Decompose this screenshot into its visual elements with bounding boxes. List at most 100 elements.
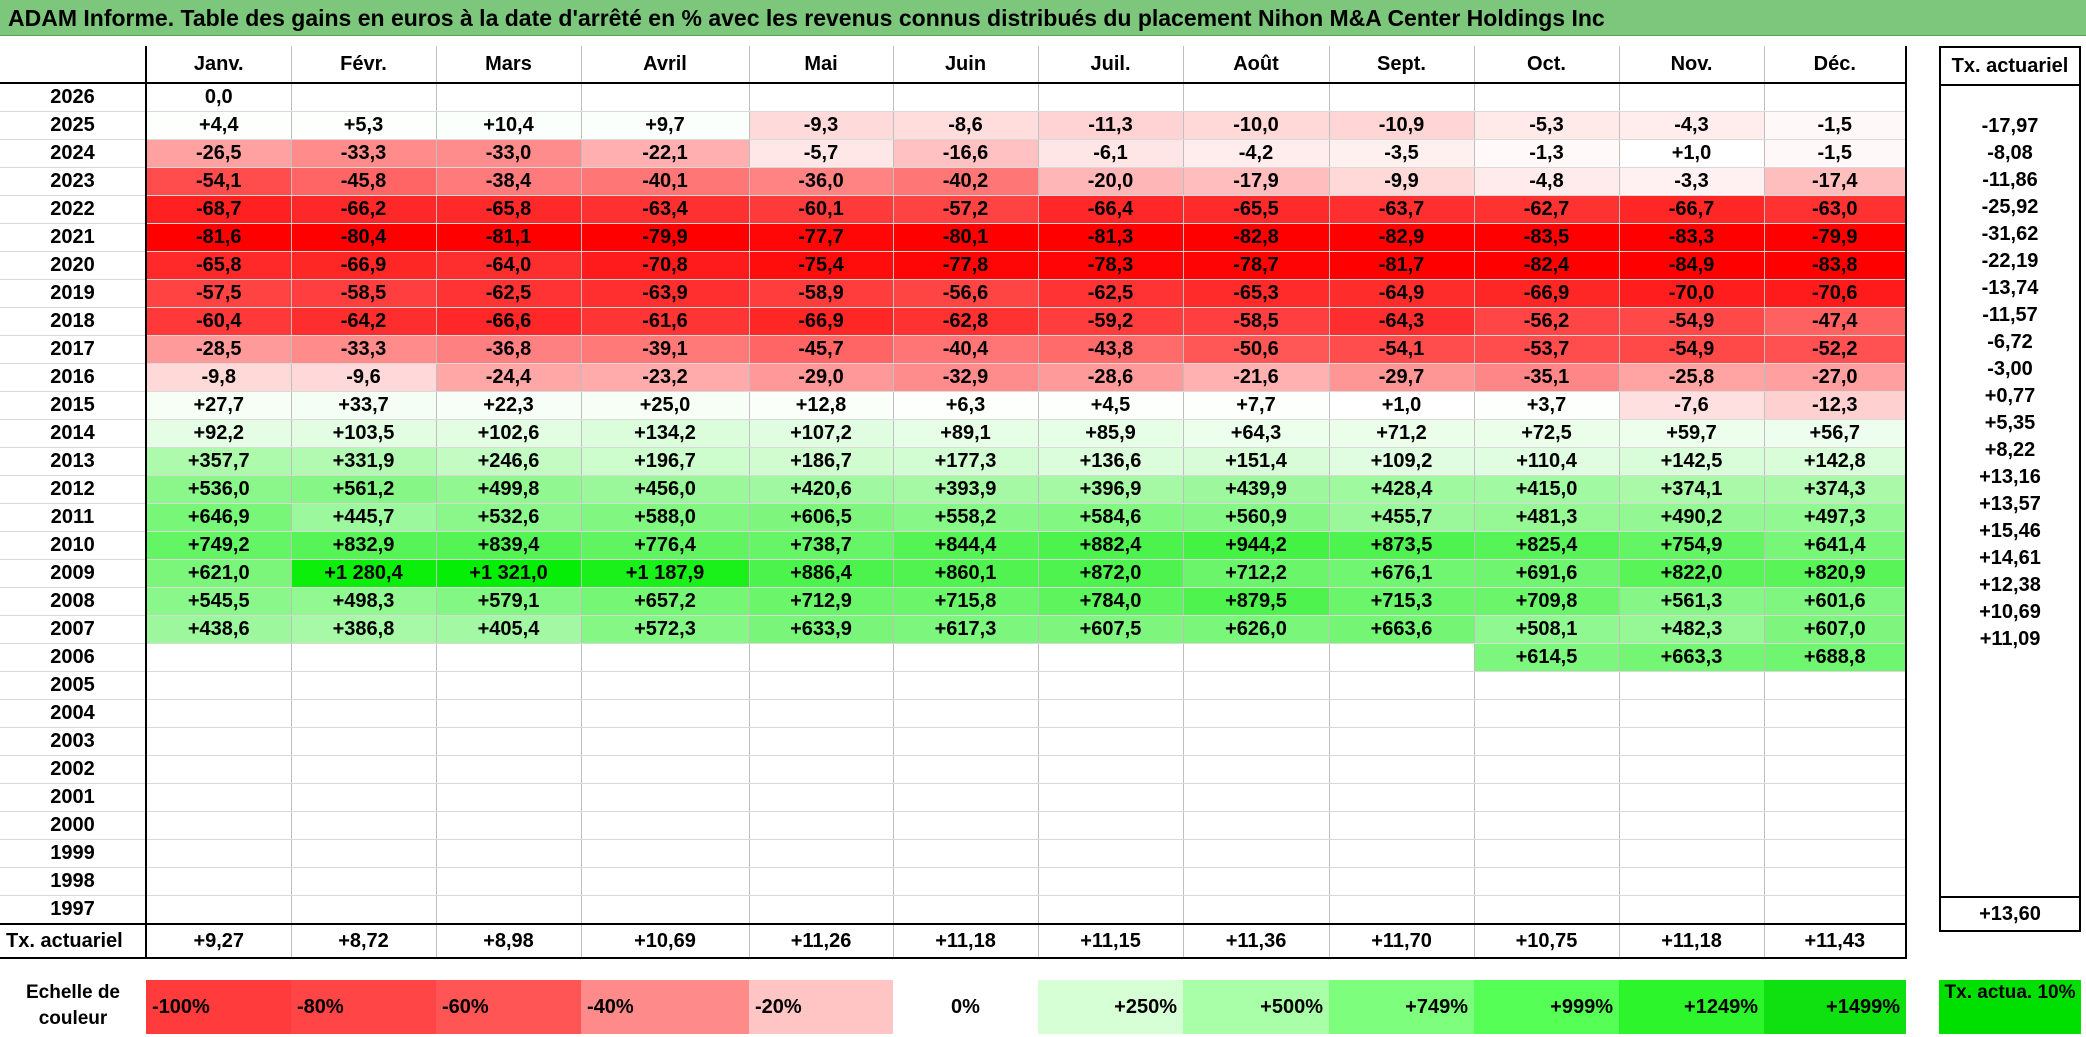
summary-cell: +11,26 xyxy=(748,923,893,959)
annual-rate-cell xyxy=(1939,815,2081,842)
gain-cell: +428,4 xyxy=(1328,475,1474,504)
gain-cell: -1,5 xyxy=(1763,139,1907,168)
gain-cell: +482,3 xyxy=(1618,615,1764,644)
gain-cell: -10,9 xyxy=(1328,111,1474,140)
gain-cell: +676,1 xyxy=(1328,559,1474,588)
gain-cell: +822,0 xyxy=(1618,559,1764,588)
annual-rate-cell: -31,62 xyxy=(1939,221,2081,248)
gain-cell: -9,9 xyxy=(1328,167,1474,196)
gain-cell: -1,3 xyxy=(1473,139,1619,168)
gain-cell: +641,4 xyxy=(1763,531,1907,560)
gain-cell: +1,0 xyxy=(1618,139,1764,168)
gain-cell xyxy=(1037,895,1183,925)
gain-cell xyxy=(1182,811,1329,840)
year-label: 2019 xyxy=(0,279,147,308)
gain-cell: +134,2 xyxy=(580,419,749,448)
gain-cell: -70,8 xyxy=(580,251,749,280)
month-header: Déc. xyxy=(1763,46,1907,84)
gain-cell: +331,9 xyxy=(290,447,436,476)
month-header: Juil. xyxy=(1037,46,1183,84)
gain-cell: +103,5 xyxy=(290,419,436,448)
gain-cell: -78,3 xyxy=(1037,251,1183,280)
month-header: Févr. xyxy=(290,46,436,84)
gain-cell: -60,1 xyxy=(748,195,893,224)
gain-cell xyxy=(1618,811,1764,840)
month-header: Janv. xyxy=(145,46,291,84)
gain-cell: -28,6 xyxy=(1037,363,1183,392)
gain-cell xyxy=(145,643,291,672)
gain-cell xyxy=(1763,727,1907,756)
gain-cell: -38,4 xyxy=(435,167,581,196)
gain-cell: +754,9 xyxy=(1618,531,1764,560)
gain-cell: -83,5 xyxy=(1473,223,1619,252)
gain-cell: -63,0 xyxy=(1763,195,1907,224)
gain-cell xyxy=(892,839,1038,868)
gain-cell: +532,6 xyxy=(435,503,581,532)
gain-cell: +439,9 xyxy=(1182,475,1329,504)
gain-cell xyxy=(1037,83,1183,112)
year-label: 1997 xyxy=(0,895,147,925)
gain-cell xyxy=(290,755,436,784)
gain-cell: -66,9 xyxy=(1473,279,1619,308)
gain-cell xyxy=(435,811,581,840)
gain-cell xyxy=(1473,671,1619,700)
gain-cell: +1 187,9 xyxy=(580,559,749,588)
annual-rate-column: Tx. actuariel -17,97 -8,08 -11,86 -25,92 -31… xyxy=(1939,46,2081,932)
gain-cell: -60,4 xyxy=(145,307,291,336)
table-row: 2004 xyxy=(0,699,1907,728)
gain-cell: +663,6 xyxy=(1328,615,1474,644)
gain-cell: +151,4 xyxy=(1182,447,1329,476)
year-label: 2000 xyxy=(0,811,147,840)
gain-cell xyxy=(1037,727,1183,756)
gain-cell: -63,4 xyxy=(580,195,749,224)
gain-cell: +882,4 xyxy=(1037,531,1183,560)
gain-cell xyxy=(1473,895,1619,925)
gain-cell: -65,8 xyxy=(435,195,581,224)
annual-rate-cell: -11,57 xyxy=(1939,302,2081,329)
gain-cell xyxy=(435,839,581,868)
table-row: 2008 +545,5 +498,3 +579,1 +657,2 +712,9 +715,8… xyxy=(0,587,1907,616)
gain-cell: +617,3 xyxy=(892,615,1038,644)
gain-cell: -39,1 xyxy=(580,335,749,364)
annual-rate-cell: -3,00 xyxy=(1939,356,2081,383)
gain-cell xyxy=(580,783,749,812)
summary-cell: +11,18 xyxy=(1618,923,1764,959)
gain-cell: -63,9 xyxy=(580,279,749,308)
gain-cell xyxy=(145,867,291,896)
gain-cell: +85,9 xyxy=(1037,419,1183,448)
gain-cell: +455,7 xyxy=(1328,503,1474,532)
gain-cell xyxy=(1618,671,1764,700)
year-label: 1998 xyxy=(0,867,147,896)
gain-cell: -29,7 xyxy=(1328,363,1474,392)
gain-cell: +481,3 xyxy=(1473,503,1619,532)
month-header: Oct. xyxy=(1473,46,1619,84)
gain-cell: -12,3 xyxy=(1763,391,1907,420)
gains-table: Janv. Févr. Mars Avril Mai Juin Juil. Août Sept.… xyxy=(0,46,1907,959)
gain-cell xyxy=(1328,783,1474,812)
gain-cell: +872,0 xyxy=(1037,559,1183,588)
table-row: 2005 xyxy=(0,671,1907,700)
color-scale-swatch: +999% xyxy=(1474,980,1619,1034)
gain-cell xyxy=(290,867,436,896)
gain-cell: -56,6 xyxy=(892,279,1038,308)
gain-cell xyxy=(1037,755,1183,784)
gain-cell xyxy=(748,895,893,925)
gain-cell: -58,9 xyxy=(748,279,893,308)
summary-cell: +10,69 xyxy=(580,923,749,959)
summary-cell: +8,98 xyxy=(435,923,581,959)
annual-rate-cell: +0,77 xyxy=(1939,383,2081,410)
gain-cell xyxy=(748,839,893,868)
year-label: 2017 xyxy=(0,335,147,364)
gain-cell: -33,0 xyxy=(435,139,581,168)
gain-cell: -65,5 xyxy=(1182,195,1329,224)
gain-cell: +715,3 xyxy=(1328,587,1474,616)
gain-cell xyxy=(1763,83,1907,112)
gain-cell: +646,9 xyxy=(145,503,291,532)
gain-cell: +12,8 xyxy=(748,391,893,420)
gain-cell xyxy=(1328,839,1474,868)
month-header: Sept. xyxy=(1328,46,1474,84)
gain-cell: +196,7 xyxy=(580,447,749,476)
gain-cell: -3,3 xyxy=(1618,167,1764,196)
year-label: 2012 xyxy=(0,475,147,504)
gain-cell xyxy=(892,755,1038,784)
